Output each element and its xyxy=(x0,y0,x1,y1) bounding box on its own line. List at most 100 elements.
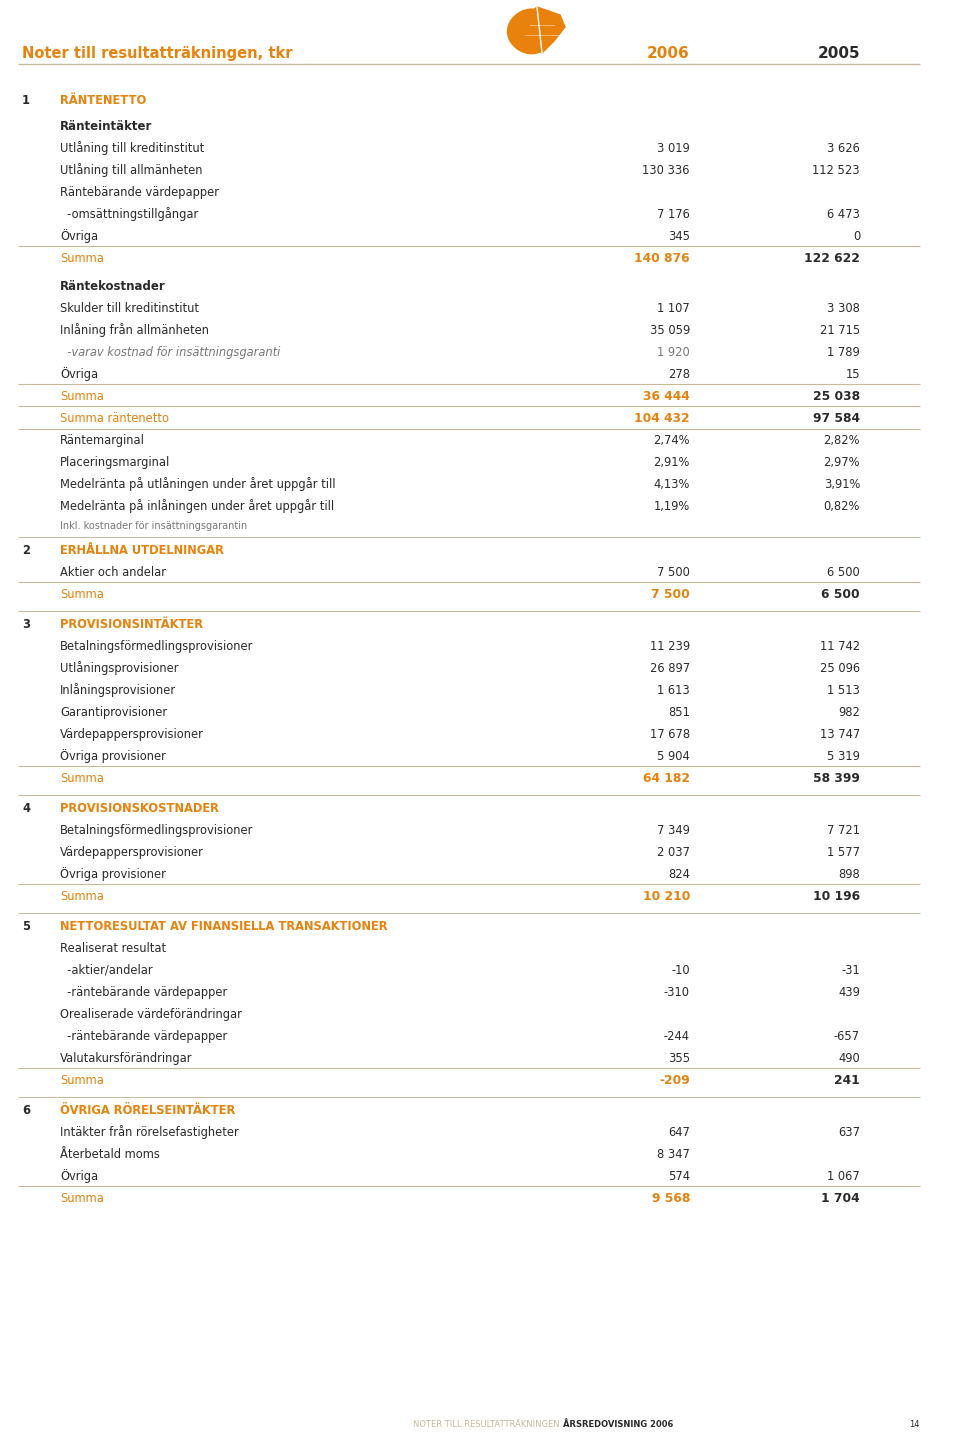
Text: 25 096: 25 096 xyxy=(820,661,860,674)
Text: Aktier och andelar: Aktier och andelar xyxy=(60,566,166,579)
Text: 6: 6 xyxy=(22,1104,30,1117)
Text: Ränteintäkter: Ränteintäkter xyxy=(60,120,153,133)
Text: 637: 637 xyxy=(838,1126,860,1139)
Text: 1 789: 1 789 xyxy=(828,346,860,359)
Text: ÅRSREDOVISNING 2006: ÅRSREDOVISNING 2006 xyxy=(563,1420,673,1430)
Text: Utlåning till allmänheten: Utlåning till allmänheten xyxy=(60,164,203,177)
Text: 3: 3 xyxy=(22,618,30,631)
Text: Summa: Summa xyxy=(60,252,104,265)
Text: Inlåning från allmänheten: Inlåning från allmänheten xyxy=(60,323,209,337)
Text: 8 347: 8 347 xyxy=(658,1147,690,1160)
Text: 130 336: 130 336 xyxy=(642,164,690,177)
Text: Skulder till kreditinstitut: Skulder till kreditinstitut xyxy=(60,301,199,314)
Text: Garantiprovisioner: Garantiprovisioner xyxy=(60,706,167,719)
Text: Inkl. kostnader för insättningsgarantin: Inkl. kostnader för insättningsgarantin xyxy=(60,521,248,531)
Text: 2,74%: 2,74% xyxy=(654,434,690,447)
Text: 13 747: 13 747 xyxy=(820,728,860,741)
Text: 7 500: 7 500 xyxy=(658,566,690,579)
Text: -varav kostnad för insättningsgaranti: -varav kostnad för insättningsgaranti xyxy=(60,346,280,359)
Text: 1 067: 1 067 xyxy=(828,1169,860,1182)
Text: 21 715: 21 715 xyxy=(820,324,860,337)
Text: 7 176: 7 176 xyxy=(658,207,690,220)
Text: Utlåningsprovisioner: Utlåningsprovisioner xyxy=(60,661,179,676)
Text: 36 444: 36 444 xyxy=(643,389,690,402)
Polygon shape xyxy=(520,7,565,54)
Text: 4: 4 xyxy=(22,802,30,815)
Text: Placeringsmarginal: Placeringsmarginal xyxy=(60,456,170,469)
Text: Betalningsförmedlingsprovisioner: Betalningsförmedlingsprovisioner xyxy=(60,823,253,836)
Text: Medelränta på inlåningen under året uppgår till: Medelränta på inlåningen under året uppg… xyxy=(60,499,334,514)
Text: 3,91%: 3,91% xyxy=(824,478,860,491)
Text: Valutakursförändringar: Valutakursförändringar xyxy=(60,1052,193,1065)
Text: 1 920: 1 920 xyxy=(658,346,690,359)
Text: 3 308: 3 308 xyxy=(828,301,860,314)
Text: 64 182: 64 182 xyxy=(643,771,690,784)
Text: Summa: Summa xyxy=(60,1191,104,1204)
Text: 574: 574 xyxy=(668,1169,690,1182)
Text: 439: 439 xyxy=(838,985,860,998)
Text: Övriga provisioner: Övriga provisioner xyxy=(60,867,166,881)
Text: 0,82%: 0,82% xyxy=(824,499,860,512)
Text: 1 577: 1 577 xyxy=(827,845,860,858)
Text: Övriga: Övriga xyxy=(60,368,98,381)
Text: Värdepappersprovisioner: Värdepappersprovisioner xyxy=(60,845,204,858)
Text: Övriga: Övriga xyxy=(60,1169,98,1184)
Text: 5 319: 5 319 xyxy=(828,750,860,763)
Text: 11 239: 11 239 xyxy=(650,640,690,653)
Text: 278: 278 xyxy=(668,368,690,381)
Text: -244: -244 xyxy=(664,1030,690,1043)
Text: NOTER TILL RESULTATTRÄKNINGEN: NOTER TILL RESULTATTRÄKNINGEN xyxy=(414,1420,560,1430)
Text: Intäkter från rörelsefastigheter: Intäkter från rörelsefastigheter xyxy=(60,1126,239,1139)
Text: -10: -10 xyxy=(671,964,690,977)
Text: -aktier/andelar: -aktier/andelar xyxy=(60,964,153,977)
Text: 3 019: 3 019 xyxy=(658,142,690,155)
Text: 824: 824 xyxy=(668,868,690,881)
Text: 10 210: 10 210 xyxy=(642,890,690,903)
Text: Räntekostnader: Räntekostnader xyxy=(60,279,166,292)
Text: 122 622: 122 622 xyxy=(804,252,860,265)
Text: 1 613: 1 613 xyxy=(658,683,690,696)
Text: Summa: Summa xyxy=(60,771,104,784)
Text: 5 904: 5 904 xyxy=(658,750,690,763)
Text: 2,97%: 2,97% xyxy=(824,456,860,469)
Text: 15: 15 xyxy=(846,368,860,381)
Text: 7 721: 7 721 xyxy=(827,823,860,836)
Text: 58 399: 58 399 xyxy=(813,771,860,784)
Text: 2,91%: 2,91% xyxy=(654,456,690,469)
Text: Medelränta på utlåningen under året uppgår till: Medelränta på utlåningen under året uppg… xyxy=(60,478,335,491)
Text: Summa: Summa xyxy=(60,389,104,402)
Text: 345: 345 xyxy=(668,230,690,243)
Text: 104 432: 104 432 xyxy=(635,411,690,424)
Text: 4,13%: 4,13% xyxy=(654,478,690,491)
Text: 1: 1 xyxy=(22,94,30,107)
Text: 6 473: 6 473 xyxy=(828,207,860,220)
Text: 112 523: 112 523 xyxy=(812,164,860,177)
Text: NETTORESULTAT AV FINANSIELLA TRANSAKTIONER: NETTORESULTAT AV FINANSIELLA TRANSAKTION… xyxy=(60,920,388,933)
Text: -räntebärande värdepapper: -räntebärande värdepapper xyxy=(60,1030,228,1043)
Polygon shape xyxy=(508,9,549,54)
Text: Övriga: Övriga xyxy=(60,229,98,243)
Text: Inlåningsprovisioner: Inlåningsprovisioner xyxy=(60,683,176,697)
Text: Realiserat resultat: Realiserat resultat xyxy=(60,942,166,955)
Text: 0: 0 xyxy=(852,230,860,243)
Text: 1 513: 1 513 xyxy=(828,683,860,696)
Text: 14: 14 xyxy=(909,1420,920,1430)
Text: -omsättningstillgångar: -omsättningstillgångar xyxy=(60,207,199,221)
Text: 2: 2 xyxy=(22,544,30,557)
Text: 2 037: 2 037 xyxy=(657,845,690,858)
Text: 7 500: 7 500 xyxy=(651,587,690,601)
Text: 982: 982 xyxy=(838,706,860,719)
Text: 6 500: 6 500 xyxy=(828,566,860,579)
Text: Summa: Summa xyxy=(60,587,104,601)
Text: 1 107: 1 107 xyxy=(658,301,690,314)
Text: 2005: 2005 xyxy=(817,46,860,61)
Text: Värdepappersprovisioner: Värdepappersprovisioner xyxy=(60,728,204,741)
Text: 35 059: 35 059 xyxy=(650,324,690,337)
Text: Återbetald moms: Återbetald moms xyxy=(60,1147,160,1160)
Text: -310: -310 xyxy=(664,985,690,998)
Text: 851: 851 xyxy=(668,706,690,719)
Text: Summa räntenetto: Summa räntenetto xyxy=(60,411,169,424)
Text: 2006: 2006 xyxy=(647,46,690,61)
Text: Summa: Summa xyxy=(60,890,104,903)
Text: Orealiserade värdeförändringar: Orealiserade värdeförändringar xyxy=(60,1007,242,1020)
